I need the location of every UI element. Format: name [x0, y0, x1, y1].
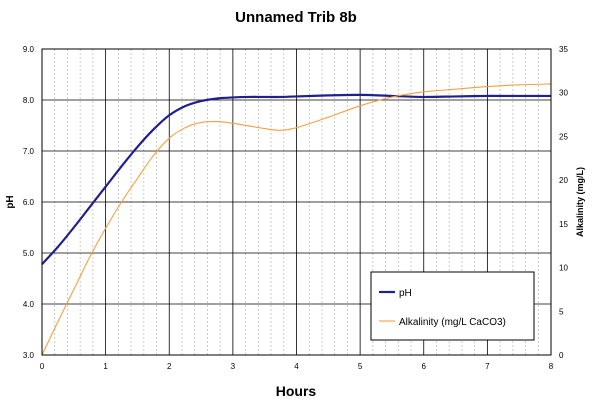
- y2-tick-label: 10: [559, 264, 568, 273]
- x-tick-labels: 0 1 2 3 4 5 6 7 8: [40, 362, 554, 371]
- y2-tick-label: 35: [559, 45, 568, 54]
- y2-tick-label: 0: [559, 351, 564, 360]
- y2-tick-label: 20: [559, 176, 568, 185]
- legend-label: Alkalinity (mg/L CaCO3): [399, 317, 506, 328]
- x-tick-label: 7: [485, 362, 490, 371]
- series-line-alkalinity-mg-l-caco3: [41, 83, 552, 356]
- x-tick-label: 3: [231, 362, 236, 371]
- y2-tick-label: 15: [559, 220, 568, 229]
- y-tick-labels: 3.0 4.0 5.0 6.0 7.0 8.0 9.0: [23, 45, 35, 360]
- y-tick-label: 3.0: [23, 351, 35, 360]
- x-tick-label: 8: [549, 362, 554, 371]
- y2-tick-label: 5: [559, 307, 564, 316]
- x-tick-label: 4: [294, 362, 299, 371]
- y-tick-label: 7.0: [23, 147, 35, 156]
- y-tick-label: 8.0: [23, 96, 35, 105]
- series-layer: [41, 83, 552, 356]
- x-tick-label: 1: [103, 362, 108, 371]
- y-tick-label: 5.0: [23, 249, 35, 258]
- x-tick-label: 5: [358, 362, 363, 371]
- y2-axis-title: Alkalinity (mg/L): [575, 167, 585, 237]
- series-line-ph: [41, 93, 551, 265]
- x-tick-label: 0: [40, 362, 45, 371]
- x-tick-label: 2: [167, 362, 172, 371]
- y2-tick-label: 25: [559, 132, 568, 141]
- chart-title: Unnamed Trib 8b: [235, 9, 357, 26]
- x-tick-label: 6: [422, 362, 427, 371]
- y2-tick-label: 30: [559, 89, 568, 98]
- y2-tick-labels: 0 5 10 15 20 25 30 35: [559, 45, 568, 360]
- x-axis-title: Hours: [276, 383, 317, 399]
- y-tick-label: 9.0: [23, 45, 35, 54]
- plot-frame: [41, 48, 552, 356]
- legend: pH Alkalinity (mg/L CaCO3): [370, 271, 535, 341]
- y-axis-title: pH: [5, 195, 16, 208]
- legend-label: pH: [399, 288, 412, 299]
- y-tick-label: 6.0: [23, 198, 35, 207]
- legend-box: [370, 271, 535, 341]
- y-tick-label: 4.0: [23, 300, 35, 309]
